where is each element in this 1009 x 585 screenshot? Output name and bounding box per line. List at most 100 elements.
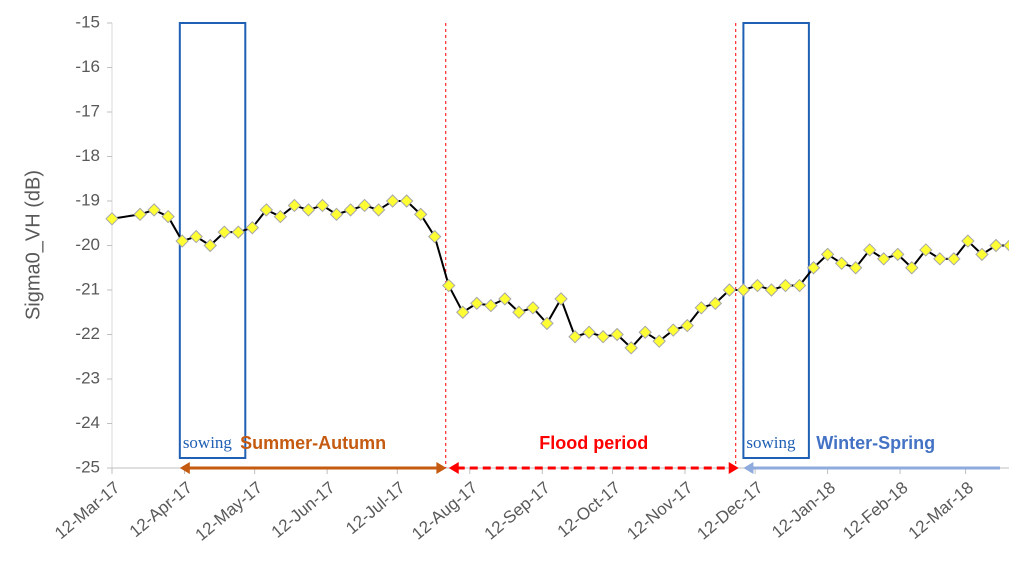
data-point xyxy=(624,341,638,355)
y-tick-label: -23 xyxy=(75,368,100,387)
data-point xyxy=(750,278,765,293)
data-point xyxy=(203,238,217,253)
data-point xyxy=(820,247,835,262)
data-point xyxy=(175,234,189,248)
data-point xyxy=(301,203,316,217)
data-point xyxy=(371,203,386,217)
y-tick-label: -19 xyxy=(75,190,100,209)
x-tick-label: 12-Sep-17 xyxy=(481,478,554,544)
data-point xyxy=(933,252,947,266)
data-point xyxy=(484,298,498,313)
data-point xyxy=(273,209,288,224)
data-point xyxy=(680,318,694,333)
data-point xyxy=(385,194,400,208)
data-point xyxy=(652,334,666,348)
data-point xyxy=(905,261,919,275)
data-point xyxy=(526,301,540,315)
data-point xyxy=(133,207,147,222)
data-point xyxy=(862,243,877,257)
data-point xyxy=(428,229,442,244)
sowing-label: sowing xyxy=(183,433,233,452)
data-point xyxy=(947,252,961,266)
data-point xyxy=(189,229,203,244)
data-point xyxy=(582,325,596,339)
data-point xyxy=(736,283,751,297)
y-tick-label: -21 xyxy=(75,279,100,298)
data-point xyxy=(989,238,1003,253)
data-point xyxy=(778,278,793,293)
y-tick-label: -18 xyxy=(75,146,100,165)
data-point xyxy=(638,325,652,339)
data-point xyxy=(540,316,554,331)
y-tick-label: -16 xyxy=(75,57,100,76)
y-tick-label: -24 xyxy=(75,413,100,432)
data-point xyxy=(105,212,119,226)
data-point xyxy=(1003,239,1009,252)
x-tick-label: 12-Mar-17 xyxy=(51,478,123,543)
data-point xyxy=(315,198,330,213)
data-point xyxy=(919,243,933,257)
y-tick-label: -25 xyxy=(75,457,100,476)
sowing-box xyxy=(178,22,247,459)
x-tick-label: 12-Mar-18 xyxy=(905,478,977,543)
data-point xyxy=(596,330,610,344)
data-point xyxy=(666,323,680,337)
data-point xyxy=(891,247,905,262)
data-point xyxy=(834,256,849,271)
data-point xyxy=(610,327,624,342)
x-tick-label: 12-Apr-17 xyxy=(126,478,196,541)
data-point xyxy=(442,278,456,293)
data-point xyxy=(259,203,274,217)
data-point xyxy=(708,296,723,311)
data-point xyxy=(498,292,512,306)
data-point xyxy=(975,247,989,262)
data-point xyxy=(147,203,161,217)
data-line xyxy=(111,200,1009,350)
data-point xyxy=(806,261,821,275)
x-tick-label: 12-Oct-17 xyxy=(554,478,624,541)
period-label: Summer-Autumn xyxy=(240,433,386,453)
data-point xyxy=(877,252,891,266)
arrow-head xyxy=(743,462,754,474)
arrow-head xyxy=(448,462,459,474)
x-tick-label: 12-May-17 xyxy=(192,478,266,545)
data-point xyxy=(764,283,779,297)
data-point xyxy=(245,220,260,235)
data-point xyxy=(329,207,344,222)
arrow-head xyxy=(436,462,447,474)
data-point xyxy=(722,283,737,297)
arrow-head xyxy=(728,462,739,474)
x-tick-label: 12-Jan-18 xyxy=(768,478,839,542)
data-point xyxy=(287,198,302,213)
data-point xyxy=(217,225,231,239)
x-tick-label: 12-Dec-17 xyxy=(694,478,767,544)
y-tick-label: -22 xyxy=(75,324,100,343)
y-tick-label: -20 xyxy=(75,235,100,254)
x-tick-label: 12-Jul-17 xyxy=(342,478,409,538)
x-tick-label: 12-Aug-17 xyxy=(408,478,481,544)
data-point xyxy=(792,278,807,293)
sowing-box xyxy=(742,22,810,459)
data-point xyxy=(848,261,863,275)
data-point xyxy=(694,301,709,315)
data-point xyxy=(554,292,568,306)
sowing-label: sowing xyxy=(746,433,796,452)
period-label: Flood period xyxy=(539,433,648,453)
data-point xyxy=(961,234,975,248)
data-point xyxy=(456,305,470,319)
y-tick-label: -15 xyxy=(75,12,100,31)
data-point xyxy=(343,203,358,217)
data-point xyxy=(357,198,372,213)
y-axis-label: Sigma0_VH (dB) xyxy=(22,170,44,320)
data-point xyxy=(399,194,414,208)
y-tick-label: -17 xyxy=(75,101,100,120)
data-point xyxy=(470,296,484,311)
x-tick-label: 12-Feb-18 xyxy=(839,478,911,543)
data-point xyxy=(161,209,175,224)
data-point xyxy=(512,305,526,319)
period-label: Winter-Spring xyxy=(816,433,935,453)
data-point xyxy=(413,207,428,222)
x-tick-label: 12-Jun-17 xyxy=(268,478,339,542)
data-point xyxy=(568,330,582,344)
